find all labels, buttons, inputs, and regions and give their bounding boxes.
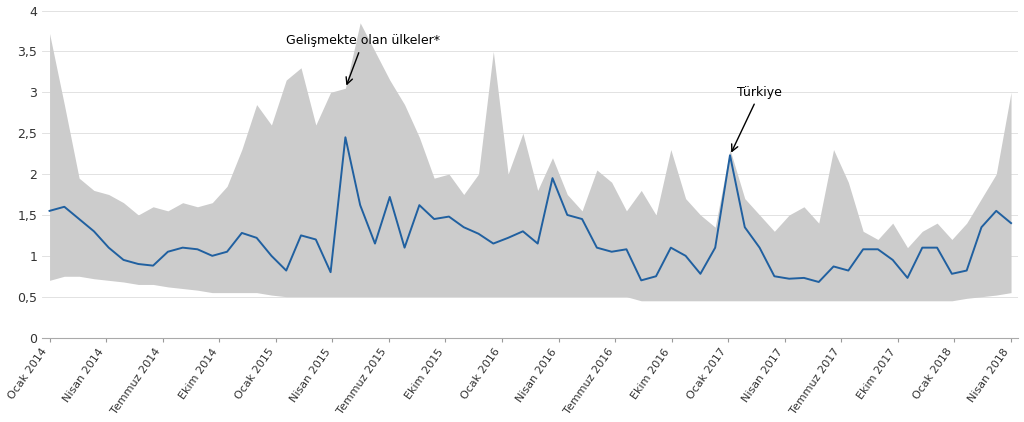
Text: Türkiye: Türkiye: [732, 86, 782, 151]
Text: Gelişmekte olan ülkeler*: Gelişmekte olan ülkeler*: [287, 34, 440, 84]
